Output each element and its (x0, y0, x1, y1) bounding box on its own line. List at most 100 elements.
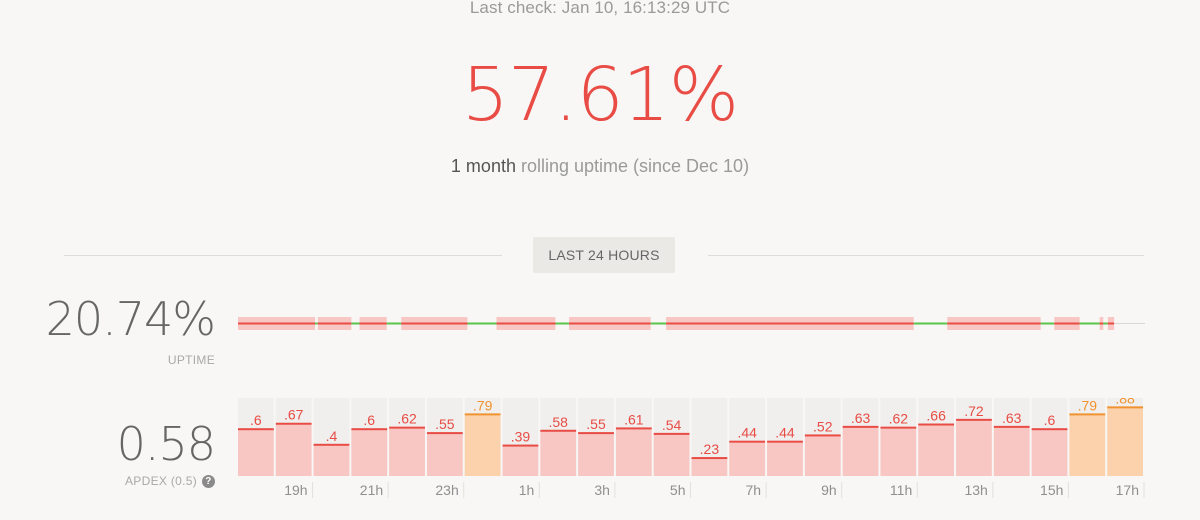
apdex-value-label: .66 (926, 408, 946, 424)
uptime-segment-up[interactable] (1040, 322, 1055, 325)
apdex-bar[interactable] (880, 427, 917, 476)
apdex-bar[interactable] (804, 435, 841, 476)
apdex-bar-top-line (956, 418, 992, 421)
apdex-bar[interactable] (729, 441, 766, 476)
apdex-value-label: .54 (662, 417, 682, 433)
apdex-bar[interactable] (313, 444, 350, 476)
apdex-bar-top-line (578, 432, 614, 435)
apdex-value-label: .44 (775, 425, 795, 441)
apdex-bar-top-line (918, 423, 955, 426)
uptime-segment-down-line (947, 322, 1041, 325)
apdex-bar[interactable] (426, 433, 463, 476)
apdex-value-label: .63 (1002, 410, 1022, 426)
x-tick-label: 13h (964, 482, 987, 498)
apdex-24h-label-row: APDEX (0.5) ? (125, 474, 215, 488)
apdex-bar-top-line (313, 443, 350, 446)
apdex-bar[interactable] (691, 458, 728, 476)
apdex-bar-top-line (351, 428, 388, 431)
apdex-value-label: .67 (284, 407, 304, 423)
apdex-hourly-chart: .6 .67 .4 .6 .62 .55 .79 .39 .58 .55 .61 .54 .23 .44.… (238, 398, 1145, 498)
uptime-segment-up[interactable] (555, 322, 570, 325)
divider-right (708, 255, 1144, 256)
apdex-bar-top-line (540, 429, 577, 432)
apdex-bar[interactable] (653, 433, 690, 476)
apdex-value-label: .88 (1115, 398, 1135, 406)
apdex-value-label: .39 (511, 429, 531, 445)
apdex-value-label: .61 (624, 411, 644, 427)
apdex-bar[interactable] (238, 429, 274, 476)
uptime-segment-down-line (359, 322, 387, 325)
apdex-bar[interactable] (918, 424, 955, 476)
apdex-value-label: .4 (326, 428, 338, 444)
apdex-value-label: .62 (889, 411, 909, 427)
x-tick-label: 7h (746, 482, 762, 498)
x-tick-label: 21h (360, 482, 383, 498)
uptime-segment-up[interactable] (315, 322, 318, 325)
apdex-value-label: .23 (700, 441, 720, 457)
divider-left (64, 255, 502, 256)
apdex-value-label: .6 (250, 412, 262, 428)
x-tick-label: 17h (1116, 482, 1139, 498)
uptime-24h-value: 20.74% (45, 292, 216, 346)
apdex-bar-top-line (993, 425, 1030, 428)
apdex-bar-top-line (1031, 428, 1068, 431)
apdex-bar[interactable] (578, 433, 614, 476)
apdex-bar[interactable] (464, 414, 501, 476)
apdex-bar-top-line (464, 413, 501, 416)
uptime-segment-up[interactable] (1079, 322, 1100, 325)
uptime-segment-up[interactable] (650, 322, 667, 325)
apdex-bar-top-line (389, 426, 425, 429)
uptime-timeline-bar[interactable] (238, 317, 1145, 330)
apdex-bar-top-line (238, 428, 274, 431)
apdex-bar[interactable] (842, 426, 879, 476)
x-tick-label: 11h (890, 482, 912, 498)
rolling-period-description: rolling uptime (since Dec 10) (515, 156, 750, 176)
apdex-bar[interactable] (956, 419, 992, 476)
apdex-bar[interactable] (1069, 414, 1106, 476)
apdex-bar-top-line (842, 425, 879, 428)
uptime-segment-up[interactable] (913, 322, 948, 325)
apdex-bar[interactable] (351, 429, 388, 476)
x-tick-label: 15h (1040, 482, 1063, 498)
apdex-bar[interactable] (1107, 407, 1143, 476)
apdex-bar[interactable] (389, 427, 425, 476)
apdex-bar[interactable] (540, 430, 577, 476)
uptime-segment-up[interactable] (386, 322, 402, 325)
apdex-bar-top-line (691, 457, 728, 460)
uptime-segment-no-data (1114, 323, 1145, 324)
apdex-bar[interactable] (615, 428, 652, 476)
rolling-uptime-caption: 1 month rolling uptime (since Dec 10) (0, 156, 1200, 177)
apdex-bar-top-line (615, 427, 652, 430)
apdex-value-label: .6 (1044, 412, 1056, 428)
apdex-bar-top-line (502, 444, 539, 447)
apdex-bar[interactable] (767, 441, 803, 476)
apdex-value-label: .63 (851, 410, 871, 426)
uptime-segment-up[interactable] (467, 322, 497, 325)
apdex-value-label: .62 (397, 411, 417, 427)
uptime-24h-label: UPTIME (167, 353, 215, 367)
apdex-value-label: .44 (737, 425, 757, 441)
apdex-bar[interactable] (1031, 429, 1068, 476)
question-circle-icon[interactable]: ? (202, 474, 215, 488)
uptime-segment-up[interactable] (1103, 322, 1108, 325)
uptime-segment-down-line (317, 322, 352, 325)
x-tick-label: 1h (519, 482, 535, 498)
apdex-bar-top-line (729, 440, 766, 443)
apdex-value-label: .52 (813, 418, 833, 434)
x-tick-label: 19h (284, 482, 307, 498)
apdex-bar[interactable] (993, 426, 1030, 476)
range-selector-button[interactable]: LAST 24 HOURS (533, 237, 675, 273)
apdex-24h-value: 0.58 (116, 417, 216, 471)
apdex-bar-top-line (1069, 413, 1106, 416)
apdex-bar[interactable] (502, 445, 539, 476)
apdex-value-label: .55 (586, 416, 606, 432)
apdex-bar-top-line (804, 434, 841, 437)
uptime-segment-down-line (238, 322, 316, 325)
x-tick-label: 5h (670, 482, 686, 498)
uptime-segment-up[interactable] (351, 322, 360, 325)
apdex-bar[interactable] (275, 423, 312, 476)
apdex-bar-top-line (426, 432, 463, 435)
apdex-bar-top-line (275, 422, 312, 425)
uptime-segment-down-line (569, 322, 651, 325)
apdex-24h-label: APDEX (0.5) (125, 474, 197, 488)
